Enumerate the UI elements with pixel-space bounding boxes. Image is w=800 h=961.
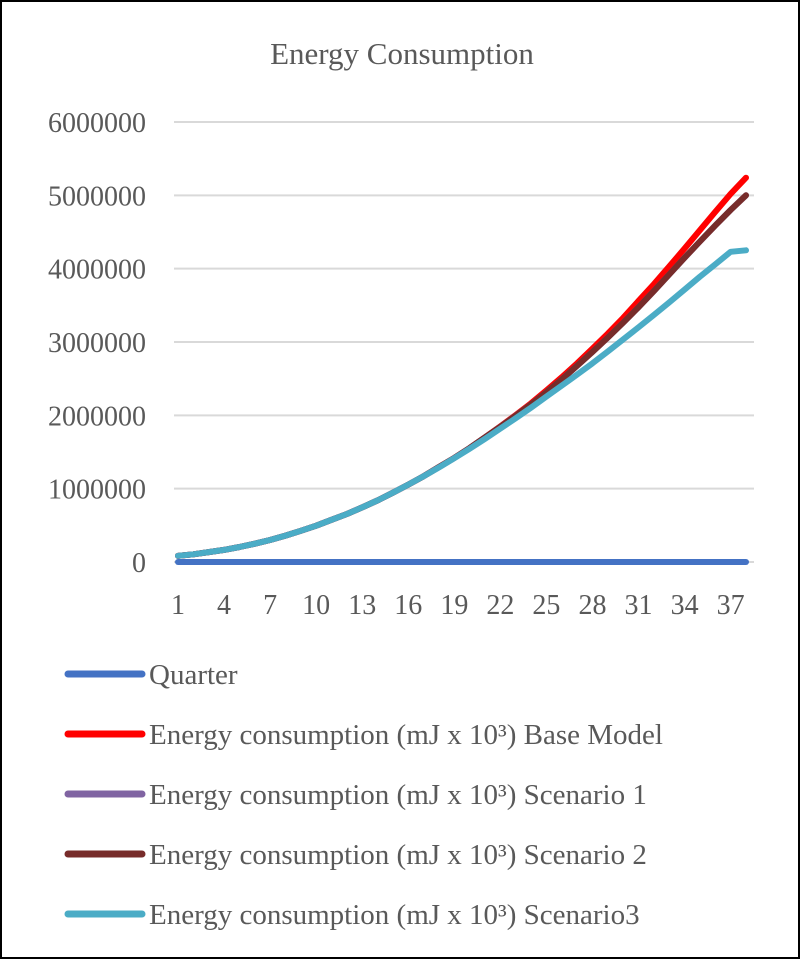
series-line-2 [175,174,749,559]
y-axis-ticks: 0 1000000 2000000 3000000 4000000 5000000 6000… [48,108,146,579]
legend-label: Energy consumption (mJ x 10³) Scenario3 [149,899,640,931]
y-tick-label: 3000000 [48,328,146,359]
x-tick-label: 19 [440,590,468,621]
y-tick-label: 2000000 [48,401,146,432]
y-tick-label: 1000000 [48,475,146,506]
x-tick-label: 37 [717,590,745,621]
gridlines [174,121,754,563]
chart-title: Energy Consumption [270,36,534,71]
y-tick-label: 0 [132,548,146,579]
x-tick-label: 22 [486,590,514,621]
series-lines [175,174,749,565]
series-line-3 [175,192,749,559]
y-tick-label: 6000000 [48,108,146,139]
x-tick-label: 1 [171,590,185,621]
x-tick-label: 7 [263,590,277,621]
legend-label: Energy consumption (mJ x 10³) Base Model [149,719,663,751]
x-tick-label: 28 [578,590,606,621]
x-tick-label: 31 [625,590,653,621]
x-tick-label: 13 [348,590,376,621]
x-axis-ticks: 1 4 7 10 13 16 19 22 25 28 31 34 37 [171,590,745,621]
series-line-4 [175,192,749,559]
x-tick-label: 34 [671,590,699,621]
x-tick-label: 4 [217,590,231,621]
y-tick-label: 4000000 [48,255,146,286]
legend-label: Energy consumption (mJ x 10³) Scenario 2 [149,839,647,871]
x-tick-label: 16 [394,590,422,621]
legend-label: Energy consumption (mJ x 10³) Scenario 1 [149,779,647,811]
legend-label: Quarter [149,659,238,691]
x-tick-label: 10 [302,590,330,621]
legend: Quarter Energy consumption (mJ x 10³) Bas… [64,659,663,931]
series-line-5 [175,247,749,559]
y-tick-label: 5000000 [48,181,146,212]
x-tick-label: 25 [532,590,560,621]
